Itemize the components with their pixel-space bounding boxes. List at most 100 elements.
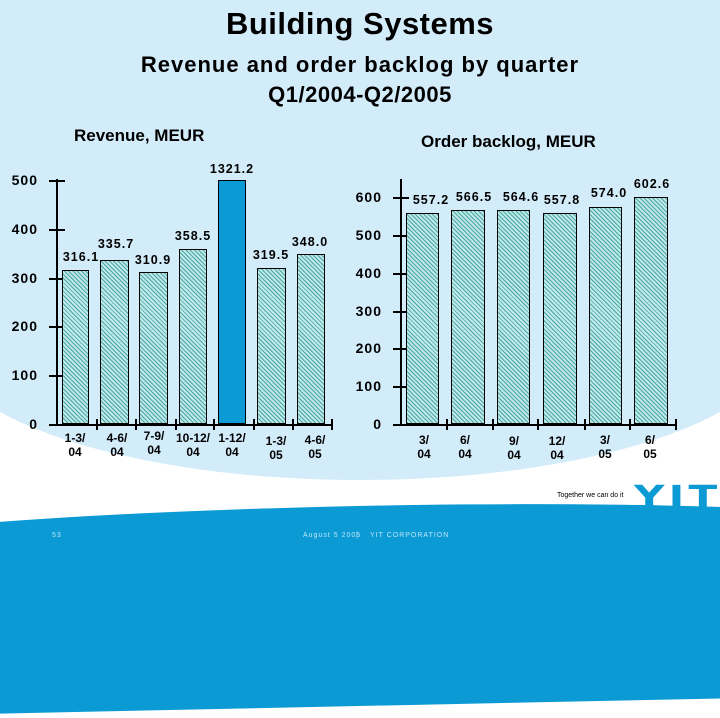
footer-band xyxy=(0,494,720,718)
x-tick-label-line1: 9/ xyxy=(508,434,519,448)
value-label: 557.2 xyxy=(412,193,450,207)
x-tick xyxy=(537,419,539,430)
x-tick-label: 9/04 xyxy=(489,434,539,462)
x-tick xyxy=(135,419,137,430)
y-tick xyxy=(49,424,65,426)
x-tick-label: 12/04 xyxy=(532,434,582,462)
x-tick xyxy=(253,419,255,430)
bar xyxy=(543,212,577,424)
value-label: 348.0 xyxy=(291,235,329,249)
value-label: 566.5 xyxy=(455,190,493,204)
x-tick-label: 4-6/05 xyxy=(290,433,340,461)
x-tick-label-line1: 4-6/ xyxy=(304,433,326,447)
x-tick-label: 7-9/04 xyxy=(129,429,179,457)
y-axis xyxy=(56,179,58,425)
x-tick-label-line1: 6/ xyxy=(644,433,655,447)
y-tick xyxy=(393,234,409,237)
value-label: 602.6 xyxy=(633,177,671,191)
x-tick xyxy=(213,419,215,430)
y-tick xyxy=(49,277,65,280)
x-tick-label-line1: 10-12/ xyxy=(175,431,211,445)
y-tick-label: 0 xyxy=(373,416,382,432)
value-label: 310.9 xyxy=(134,253,172,267)
tagline: Together we can do it xyxy=(557,492,624,499)
x-tick-label-line1: 6/ xyxy=(459,433,470,447)
highlighted-bar xyxy=(218,180,246,424)
x-tick-label-line2: 04 xyxy=(68,445,82,459)
y-tick-label: 500 xyxy=(355,226,382,243)
footer-company: YIT CORPORATION xyxy=(370,532,450,539)
y-tick xyxy=(393,386,409,389)
page-number: 53 xyxy=(52,532,62,539)
y-tick-label: 400 xyxy=(355,264,382,281)
y-tick xyxy=(393,310,409,313)
page-period: Q1/2004-Q2/2005 xyxy=(268,82,452,107)
value-label: 335.7 xyxy=(97,237,135,251)
page-title: Building Systems xyxy=(225,6,495,41)
x-tick-label: 6/04 xyxy=(440,433,490,461)
x-tick-label-line2: 04 xyxy=(186,445,200,459)
y-tick-label: 100 xyxy=(355,378,382,395)
x-tick-label-line1: 4-6/ xyxy=(106,431,128,445)
x-tick-label: 1-3/04 xyxy=(50,431,100,459)
y-tick-label: 100 xyxy=(11,367,38,384)
y-tick-label: 400 xyxy=(11,220,38,237)
bar xyxy=(179,249,207,424)
y-tick xyxy=(393,424,409,426)
x-tick-label-line1: 3/ xyxy=(599,433,610,447)
value-label: 316.1 xyxy=(62,250,100,264)
x-tick xyxy=(584,419,586,430)
x-tick xyxy=(96,419,98,430)
y-tick-label: 300 xyxy=(11,269,38,286)
x-tick-label-line2: 04 xyxy=(147,443,161,457)
x-tick-label-line1: 7-9/ xyxy=(143,429,165,443)
y-tick-label: 600 xyxy=(355,189,382,205)
bar xyxy=(100,260,129,424)
x-tick-label-line2: 04 xyxy=(417,447,431,461)
y-tick-label: 300 xyxy=(355,302,382,319)
x-tick xyxy=(446,419,448,430)
x-tick-label-line2: 05 xyxy=(643,447,657,461)
y-tick-label: 0 xyxy=(29,416,38,432)
x-tick-label-line1: 1-3/ xyxy=(64,431,86,445)
y-tick xyxy=(49,180,65,182)
y-tick xyxy=(49,228,65,231)
bar xyxy=(634,197,668,424)
x-tick xyxy=(331,419,333,430)
y-tick xyxy=(393,272,409,275)
y-tick xyxy=(393,348,409,351)
value-label: 319.5 xyxy=(252,248,290,262)
yit-logo: YIT xyxy=(634,480,720,515)
y-tick-label: 500 xyxy=(11,172,38,188)
value-label: 574.0 xyxy=(590,186,628,200)
x-tick-label-line2: 04 xyxy=(225,445,239,459)
bar xyxy=(257,268,286,424)
x-tick-label-line2: 04 xyxy=(458,447,472,461)
x-tick xyxy=(675,419,677,430)
x-tick-label: 3/05 xyxy=(580,433,630,461)
x-tick xyxy=(492,419,494,430)
backlog-chart-title: Order backlog, MEUR xyxy=(421,132,596,151)
x-tick-label-line2: 04 xyxy=(550,448,564,462)
y-axis xyxy=(400,179,402,425)
x-tick xyxy=(175,419,177,430)
value-label: 1321.2 xyxy=(209,162,255,176)
revenue-chart-title: Revenue, MEUR xyxy=(74,126,205,145)
bar xyxy=(589,206,622,424)
x-tick-label: 4-6/04 xyxy=(92,431,142,459)
bar xyxy=(139,272,168,424)
bar xyxy=(297,254,325,424)
y-tick-label: 200 xyxy=(355,340,382,357)
y-tick xyxy=(49,375,65,378)
x-tick-label: 1-12/04 xyxy=(207,431,257,459)
page-subtitle: Revenue and order backlog by quarter xyxy=(140,52,580,77)
x-tick-label: 1-3/05 xyxy=(251,434,301,462)
y-tick-label: 200 xyxy=(11,318,38,335)
bar xyxy=(62,269,89,424)
value-label: 564.6 xyxy=(502,190,540,204)
x-tick-label-line2: 04 xyxy=(507,448,521,462)
x-tick-label-line1: 12/ xyxy=(548,434,566,448)
bar xyxy=(497,210,530,424)
x-tick-label-line2: 05 xyxy=(598,447,612,461)
y-tick xyxy=(49,326,65,329)
